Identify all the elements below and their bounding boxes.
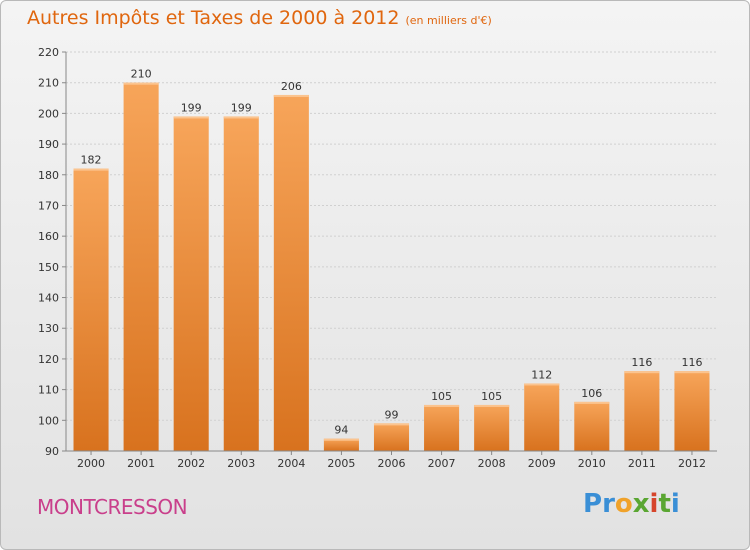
bar-2006: [373, 423, 410, 451]
x-tick-label: 2011: [628, 457, 656, 470]
x-tick-label: 2001: [127, 457, 155, 470]
bar-top-highlight: [73, 168, 109, 171]
bar-value-label: 116: [631, 356, 652, 369]
bar-2011: [624, 371, 660, 451]
y-tick-label: 140: [38, 292, 59, 305]
x-tick-label: 2006: [378, 457, 406, 470]
x-tick-label: 2003: [227, 457, 255, 470]
bar-2008: [474, 404, 510, 451]
x-tick-label: 2005: [327, 457, 355, 470]
y-tick-label: 200: [38, 107, 59, 120]
bar-2002: [173, 116, 209, 451]
bar-value-label: 199: [181, 101, 202, 114]
x-tick-label: 2002: [177, 457, 205, 470]
x-tick-label: 2010: [578, 457, 606, 470]
bar-top-highlight: [524, 383, 560, 386]
bar-top-highlight: [574, 401, 610, 404]
bar-value-label: 105: [481, 390, 502, 403]
bar-2012: [674, 371, 710, 451]
chart-subtitle: (en milliers d'€): [405, 14, 492, 27]
bar-2010: [574, 401, 610, 451]
bar-2004: [273, 94, 309, 451]
grid-lines: [66, 51, 717, 452]
bar-top-highlight: [273, 94, 309, 97]
y-tick-label: 180: [38, 169, 59, 182]
bar-2007: [424, 404, 460, 451]
bar-value-label: 210: [131, 68, 152, 81]
y-tick-label: 110: [38, 384, 59, 397]
bar-top-highlight: [123, 82, 159, 85]
bar-2009: [524, 383, 560, 451]
bar-2001: [123, 82, 159, 451]
x-tick-label: 2012: [678, 457, 706, 470]
bar-top-highlight: [674, 371, 710, 374]
bar-top-highlight: [424, 404, 460, 407]
chart-title-text: Autres Impôts et Taxes de 2000 à 2012: [27, 7, 400, 29]
axes: 90 100 110 120 130 140 150 160 170 180 190 200 210 22…: [38, 46, 717, 470]
y-tick-label: 160: [38, 230, 59, 243]
x-tick-label: 2004: [277, 457, 305, 470]
bar-2000: [73, 168, 109, 451]
y-tick-label: 90: [45, 445, 59, 458]
proxiti-logo[interactable]: Proxiti: [583, 489, 680, 519]
bar-2005: [323, 438, 359, 451]
chart-title: Autres Impôts et Taxes de 2000 à 2012 (en…: [27, 7, 492, 29]
y-tick-label: 120: [38, 353, 59, 366]
bar-top-highlight: [223, 116, 259, 119]
bar-value-label: 206: [281, 80, 302, 93]
bar-top-highlight: [474, 404, 510, 407]
bar-top-highlight: [173, 116, 209, 119]
x-tick-label: 2009: [528, 457, 556, 470]
location-name: MONTCRESSON: [37, 495, 188, 519]
bar-value-label: 112: [531, 368, 552, 381]
x-tick-label: 2000: [77, 457, 105, 470]
bar-value-label: 116: [681, 356, 702, 369]
y-tick-label: 210: [38, 77, 59, 90]
y-tick-label: 130: [38, 322, 59, 335]
x-tick-label: 2007: [428, 457, 456, 470]
bar-top-highlight: [624, 371, 660, 374]
y-tick-label: 170: [38, 199, 59, 212]
y-tick-label: 100: [38, 414, 59, 427]
bar-value-label: 182: [81, 154, 102, 167]
y-tick-label: 150: [38, 261, 59, 274]
bar-value-label: 94: [334, 424, 348, 437]
bar-value-label: 106: [581, 387, 602, 400]
bars: 182 210 199 199 206 94 99 105 105 112 106 116 116: [73, 68, 710, 451]
bar-top-highlight: [323, 438, 359, 441]
y-tick-label: 190: [38, 138, 59, 151]
x-tick-label: 2008: [478, 457, 506, 470]
bar-2003: [223, 116, 259, 451]
bar-top-highlight: [373, 423, 410, 426]
bar-value-label: 105: [431, 390, 452, 403]
y-tick-label: 220: [38, 46, 59, 59]
bar-value-label: 199: [231, 101, 252, 114]
bar-value-label: 99: [385, 408, 399, 421]
